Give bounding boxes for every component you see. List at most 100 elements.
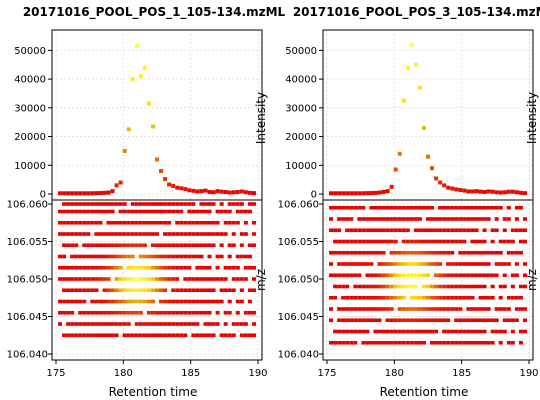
mz-point	[179, 265, 184, 270]
intensity-point	[78, 191, 83, 196]
mz-point	[94, 220, 99, 225]
mz-point	[438, 307, 443, 311]
mz-point	[78, 277, 83, 281]
mz-point	[417, 273, 422, 278]
y-tick-label: 10000	[14, 161, 46, 172]
intensity-point	[239, 189, 244, 194]
intensity-point	[333, 191, 338, 196]
mz-point	[74, 243, 79, 248]
mz-point	[502, 273, 507, 278]
mz-point	[223, 209, 228, 214]
mz-point	[195, 322, 200, 326]
mz-point	[397, 329, 402, 334]
mz-point	[393, 239, 398, 244]
mz-point	[122, 277, 127, 281]
mz-point	[353, 340, 358, 345]
mz-point	[90, 333, 95, 338]
mz-point	[470, 273, 475, 278]
mz-point	[138, 243, 143, 248]
mz-point	[251, 243, 256, 248]
mz-point	[223, 277, 228, 281]
mz-point	[514, 228, 519, 233]
mz-point	[430, 228, 435, 233]
mz-point	[401, 262, 406, 266]
mz-point	[494, 318, 499, 323]
y-tick-label: 30000	[285, 103, 317, 114]
mz-point	[514, 250, 519, 255]
intensity-point	[187, 188, 192, 193]
mz-point	[369, 340, 374, 345]
intensity-point	[482, 189, 487, 194]
mz-point	[421, 239, 426, 244]
mz-point	[478, 262, 483, 266]
panel-1-mz-plot: 106.040 106.045 106.050 106.055 106.060 175 18…	[7, 199, 268, 379]
mz-point	[482, 329, 487, 334]
mz-point	[442, 239, 447, 244]
mz-point	[365, 228, 370, 233]
mz-point	[223, 220, 228, 225]
mz-point	[62, 209, 67, 214]
intensity-point	[134, 44, 139, 49]
mz-point	[243, 254, 248, 259]
mz-point	[155, 209, 159, 214]
mz-point	[227, 243, 232, 248]
mz-point	[510, 329, 515, 334]
mz-point	[90, 265, 95, 270]
mz-point	[122, 243, 127, 248]
mz-point	[191, 209, 196, 214]
mz-point	[341, 273, 346, 278]
mz-point	[373, 239, 378, 244]
mz-point	[365, 262, 370, 266]
mz-frame	[322, 199, 534, 361]
intensity-point	[90, 191, 95, 196]
y-tick-label: 50000	[14, 46, 46, 57]
mz-point	[74, 265, 79, 270]
mz-point	[66, 265, 71, 270]
mz-point	[353, 318, 358, 323]
mz-point	[231, 232, 236, 236]
mz-point	[66, 232, 71, 236]
intensity-point	[462, 188, 467, 193]
mz-point	[102, 232, 107, 236]
mz-point	[187, 322, 192, 326]
mz-point	[243, 310, 248, 315]
mz-point	[219, 202, 224, 206]
mz-point	[86, 265, 91, 270]
mz-point	[426, 295, 430, 300]
mz-point	[98, 232, 103, 236]
intensity-frame	[322, 29, 534, 201]
mz-point	[446, 262, 451, 266]
x-tick-label: 185	[181, 368, 200, 379]
mz-point	[466, 273, 471, 278]
mz-point	[478, 284, 483, 289]
mz-point	[175, 265, 180, 270]
mz-point	[155, 202, 159, 206]
mz-point	[446, 295, 451, 300]
mz-point	[159, 202, 164, 206]
mz-point	[118, 265, 123, 270]
mz-point	[159, 299, 164, 304]
mz-point	[126, 243, 131, 248]
mz-point	[58, 209, 63, 214]
intensity-point	[413, 62, 418, 67]
mz-point	[478, 307, 483, 311]
mz-point	[434, 239, 439, 244]
intensity-point	[434, 176, 439, 181]
mz-point	[227, 288, 232, 293]
mz-point	[381, 284, 386, 289]
mz-point	[207, 299, 212, 304]
mz-point	[207, 265, 212, 270]
mz-point	[58, 220, 63, 225]
mz-point	[486, 250, 491, 255]
mz-point	[187, 209, 192, 214]
mz-point	[490, 318, 495, 323]
intensity-point	[389, 184, 394, 189]
mz-point	[134, 322, 139, 326]
mz-point	[413, 250, 418, 255]
mz-point	[183, 254, 188, 259]
mz-point	[409, 273, 414, 278]
mz-point	[118, 232, 123, 236]
mz-point	[102, 265, 107, 270]
mz-point	[450, 250, 455, 255]
mz-point	[518, 329, 523, 334]
